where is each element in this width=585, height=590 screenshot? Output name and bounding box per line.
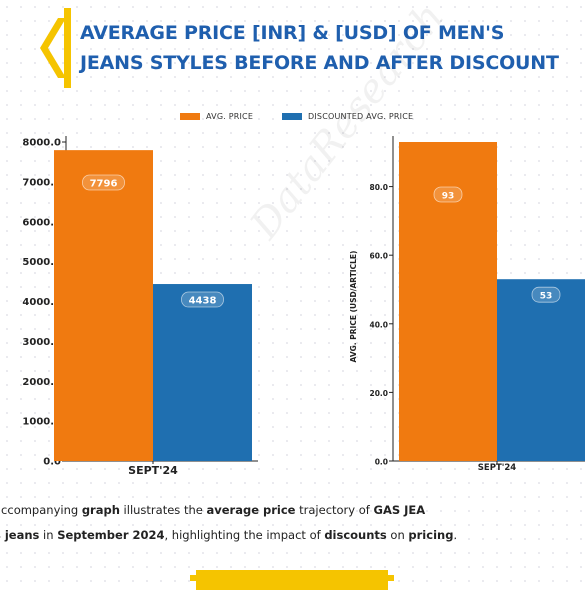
usd-chart: 0.0 20.0 40.0 60.0 80.0 93 53 SEPT'24 AVG. PRICE… bbox=[349, 136, 585, 473]
y-tick-label: 7000.0 bbox=[22, 177, 61, 188]
title-accent-bar bbox=[64, 8, 71, 88]
data-label: 7796 bbox=[90, 179, 118, 190]
legend: AVG. PRICE DISCOUNTED AVG. PRICE bbox=[0, 112, 585, 124]
caption-bold: s jeans bbox=[0, 528, 40, 542]
x-tick-label: SEPT'24 bbox=[478, 463, 516, 473]
y-tick-label: 2000.0 bbox=[22, 377, 61, 388]
caption-text: trajectory of bbox=[295, 503, 374, 517]
y-tick-label: 5000.0 bbox=[22, 257, 61, 268]
legend-swatch-avg-price bbox=[180, 113, 200, 120]
banner-notch-left bbox=[190, 575, 196, 581]
caption-bold: discounts bbox=[324, 528, 387, 542]
caption-text: , highlighting the impact of bbox=[164, 528, 325, 542]
caption-bold: graph bbox=[81, 503, 120, 517]
bar-avg-price bbox=[399, 142, 497, 461]
caption-bold: pricing bbox=[408, 528, 454, 542]
y-tick-label: 60.0 bbox=[369, 252, 388, 261]
bottom-banner bbox=[196, 570, 388, 590]
bar-discounted-avg-price bbox=[153, 284, 252, 461]
caption-bold: average price bbox=[206, 503, 296, 517]
caption-text: . bbox=[453, 528, 458, 542]
y-tick-label: 20.0 bbox=[369, 389, 388, 398]
data-label-pill bbox=[82, 174, 125, 191]
bar-discounted-avg-price bbox=[497, 279, 585, 461]
y-tick-label: 3000.0 bbox=[22, 337, 61, 348]
y-tick-label: 4000.0 bbox=[22, 297, 61, 308]
chevron-left-icon bbox=[40, 18, 66, 78]
y-tick-label: 0.0 bbox=[375, 458, 388, 467]
title-line-1: AVERAGE PRICE [INR] & [USD] OF MEN'S bbox=[80, 22, 505, 44]
title-block: AVERAGE PRICE [INR] & [USD] OF MEN'S JEA… bbox=[36, 8, 576, 88]
caption-bold: GAS JEA bbox=[373, 503, 426, 517]
banner-notch-right bbox=[388, 575, 394, 581]
legend-label-avg-price: AVG. PRICE bbox=[206, 112, 254, 121]
y-axis-title: AVG. PRICE (USD/ARTICLE) bbox=[349, 251, 358, 363]
inr-chart: 0.0 1000.0 2000.0 3000.0 4000.0 5000.0 6000.0 7… bbox=[22, 136, 258, 477]
caption-text: accompanying bbox=[0, 503, 82, 517]
data-label: 53 bbox=[540, 292, 553, 302]
caption-text: on bbox=[386, 528, 409, 542]
caption: accompanying graph illustrates the avera… bbox=[0, 498, 585, 548]
y-tick-label: 6000.0 bbox=[22, 217, 61, 228]
legend-item-avg-price: AVG. PRICE bbox=[180, 112, 253, 121]
title-line-2: JEANS STYLES BEFORE AND AFTER DISCOUNT bbox=[80, 52, 559, 74]
y-tick-label: 40.0 bbox=[369, 320, 388, 329]
y-tick-label: 80.0 bbox=[369, 183, 388, 192]
y-tick-label: 8000.0 bbox=[22, 138, 61, 149]
data-label-pill bbox=[531, 286, 561, 303]
y-tick-label: 1000.0 bbox=[22, 417, 61, 428]
caption-text: in bbox=[39, 528, 58, 542]
caption-text: illustrates the bbox=[119, 503, 207, 517]
y-tick-label: 0.0 bbox=[43, 457, 61, 468]
legend-swatch-discounted-avg-price bbox=[282, 113, 302, 120]
legend-item-discounted-avg-price: DISCOUNTED AVG. PRICE bbox=[282, 112, 413, 121]
legend-label-discounted-avg-price: DISCOUNTED AVG. PRICE bbox=[308, 112, 414, 121]
page-title: AVERAGE PRICE [INR] & [USD] OF MEN'S JEA… bbox=[80, 18, 559, 78]
bar-avg-price bbox=[54, 150, 153, 461]
data-label: 93 bbox=[442, 192, 455, 202]
data-label: 4438 bbox=[189, 296, 217, 307]
x-tick-label: SEPT'24 bbox=[128, 464, 178, 477]
data-label-pill bbox=[181, 291, 224, 308]
data-label-pill bbox=[433, 186, 463, 203]
caption-bold: September 2024 bbox=[57, 528, 165, 542]
